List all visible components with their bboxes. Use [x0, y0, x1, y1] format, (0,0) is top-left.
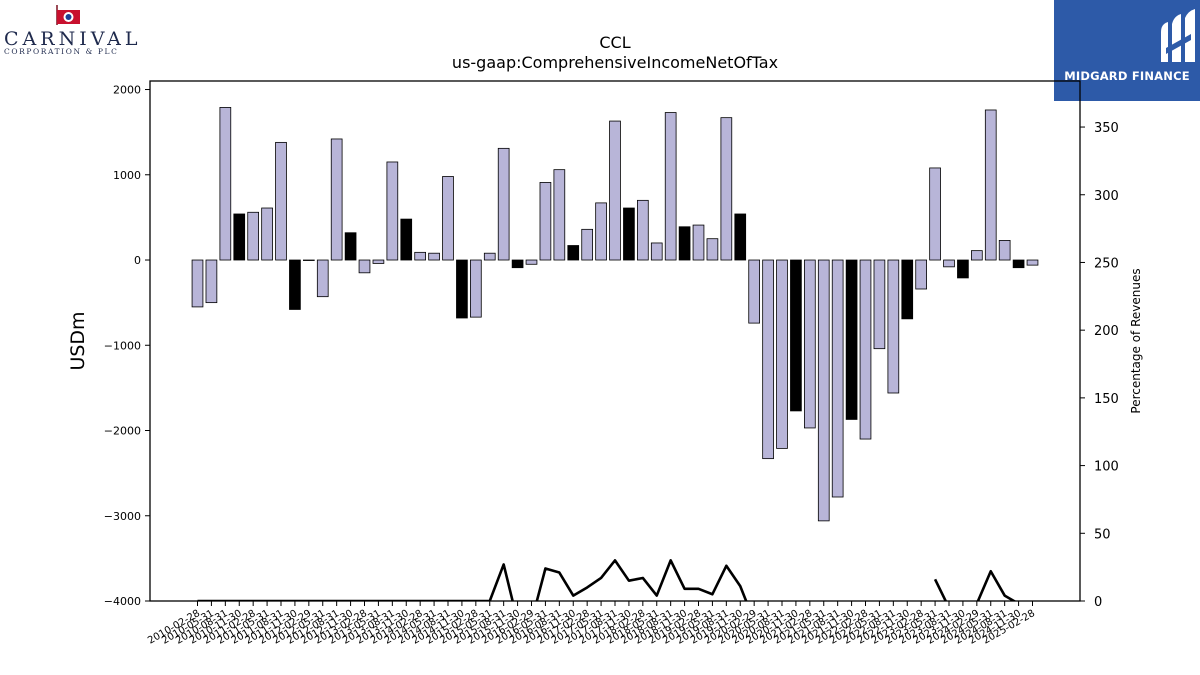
brand-subtitle: CORPORATION & PLC [4, 47, 119, 56]
quarter-bar [929, 167, 941, 261]
quarter-bar [776, 259, 788, 449]
annual-bar [734, 213, 747, 261]
quarter-bar [609, 120, 621, 261]
annual-bar [456, 259, 468, 319]
y-tick-label: −4000 [104, 595, 141, 608]
quarter-bar [706, 238, 719, 261]
annual-bar [790, 259, 802, 412]
annual-bar [623, 207, 635, 261]
annual-bar [511, 259, 524, 269]
annual-bar [845, 259, 858, 420]
midgard-wordmark: MIDGARD FINANCE [1064, 69, 1190, 83]
quarter-bar [275, 141, 287, 261]
annual-bar [567, 245, 580, 261]
midgard-logo: MIDGARD FINANCE [1054, 0, 1200, 101]
quarter-bar [650, 242, 663, 261]
quarter-bar [358, 259, 371, 274]
quarter-bar [191, 259, 204, 308]
quarter-bar [984, 109, 997, 261]
percentage-of-revenues-line [197, 559, 748, 601]
quarter-bar [303, 259, 315, 261]
quarter-bar [539, 182, 552, 261]
quarter-bar [915, 259, 927, 290]
annual-bar [1012, 259, 1025, 269]
quarter-bar [943, 259, 955, 268]
y-tick-label: −3000 [104, 510, 141, 523]
annual-bar [957, 259, 969, 279]
quarter-bar [428, 252, 440, 261]
quarter-bar [637, 199, 649, 261]
midgard-m-icon [1161, 9, 1195, 62]
annual-bar [678, 226, 691, 261]
quarter-bar [497, 147, 510, 261]
quarter-bar [261, 207, 273, 261]
quarter-bar [817, 259, 830, 522]
y-tick-label: −1000 [104, 339, 141, 352]
quarter-bar [748, 259, 760, 324]
y-tick-label: 1000 [113, 169, 141, 182]
y2-tick-label: 350 [1094, 121, 1119, 136]
chart-subtitle: us-gaap:ComprehensiveIncomeNetOfTax [452, 53, 778, 72]
y-tick-label: −2000 [104, 425, 141, 438]
quarter-bar [553, 169, 566, 261]
quarter-bar [470, 259, 482, 318]
quarter-bar [887, 259, 900, 394]
quarter-bar [831, 259, 844, 498]
quarter-bar [998, 240, 1011, 261]
quarter-bar [664, 112, 677, 261]
annual-bar [289, 259, 301, 310]
y2-tick-label: 0 [1094, 595, 1102, 610]
quarter-bar [971, 250, 983, 261]
y-tick-label: 0 [134, 254, 141, 267]
y-tick-label: 2000 [113, 84, 141, 97]
quarter-bar [219, 107, 232, 261]
y2-tick-label: 100 [1094, 460, 1119, 475]
quarter-bar [595, 202, 607, 261]
quarter-bar [762, 259, 774, 460]
quarter-bar [247, 211, 260, 261]
quarter-bar [205, 259, 218, 304]
annual-bar [233, 213, 246, 261]
quarter-bar [330, 138, 343, 261]
quarter-bar [525, 259, 538, 265]
quarter-bar [692, 224, 705, 261]
brand-wordmark: CARNIVAL [4, 28, 142, 50]
quarter-bar [316, 259, 329, 298]
y2-tick-label: 250 [1094, 256, 1119, 271]
quarter-bar [804, 259, 816, 429]
annual-bar [344, 232, 357, 261]
y2-tick-label: 300 [1094, 189, 1119, 204]
chart-title: CCL [599, 33, 630, 52]
y2-tick-label: 150 [1094, 392, 1119, 407]
quarter-bar [859, 259, 872, 440]
y-axis-label: USDm [67, 311, 89, 370]
y2-axis-label: Percentage of Revenues [1129, 268, 1143, 413]
quarter-bar [873, 259, 886, 350]
carnival-logo: CARNIVAL CORPORATION & PLC [0, 0, 140, 60]
quarter-bar [483, 252, 496, 261]
y2-tick-label: 50 [1094, 527, 1111, 542]
quarter-bar [414, 251, 426, 261]
quarter-bar [442, 176, 454, 261]
annual-bar [400, 218, 413, 261]
quarter-bar [386, 161, 399, 261]
flag-icon [56, 5, 80, 25]
annual-bar [901, 259, 914, 320]
quarter-bar [1026, 259, 1039, 266]
quarter-bar [581, 228, 593, 261]
quarter-bar [372, 259, 385, 264]
percentage-of-revenues-line [933, 569, 1017, 601]
quarter-bar [720, 117, 733, 261]
y2-tick-label: 200 [1094, 324, 1119, 339]
